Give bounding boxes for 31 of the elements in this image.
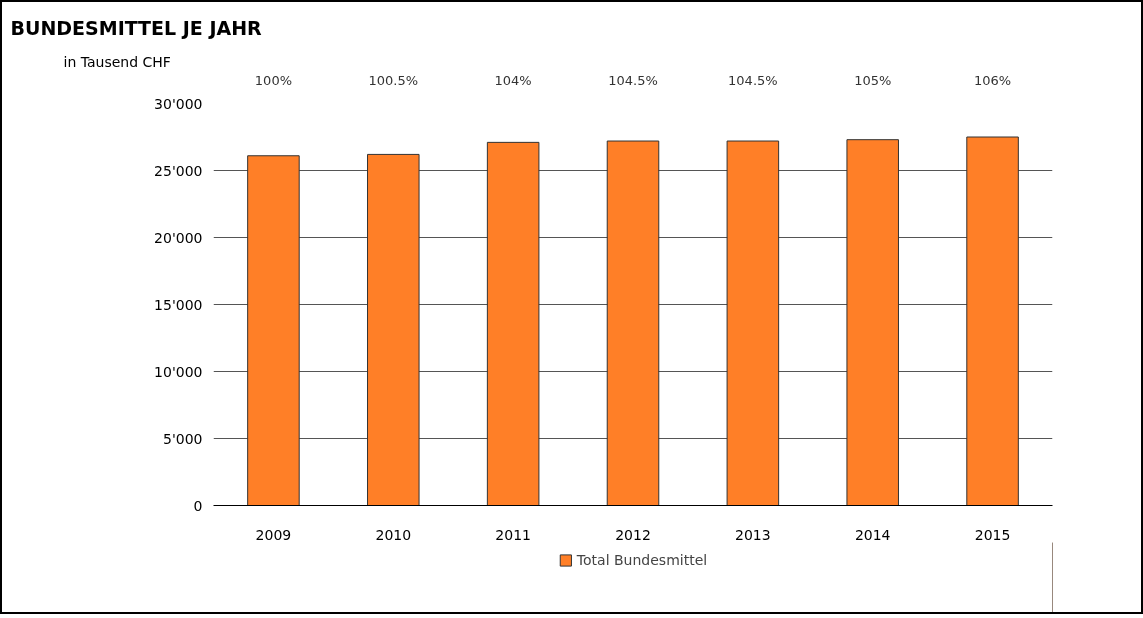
bar [486,141,540,506]
y-tick-label: 5'000 [163,430,203,447]
x-tick-label: 2015 [974,526,1011,543]
bar [726,140,780,506]
text: 106% [973,72,1012,88]
bar [606,140,660,506]
bar [966,136,1019,506]
text: 104% [494,72,532,88]
y-tick-label: 10'000 [154,363,203,380]
text: 100% [254,72,293,88]
y-tick-label: 15'000 [154,296,203,313]
chart-title: BUNDESMITTEL JE JAHR [10,17,263,39]
x-tick-label: 2014 [854,526,891,543]
y-tick-label: 25'000 [154,162,203,179]
x-tick-label: 2010 [375,526,412,543]
x-tick-label: 2011 [495,526,531,543]
text: 100.5% [368,72,419,88]
x-tick-label: 2013 [735,526,771,543]
bar [247,155,300,506]
x-tick-label: 2012 [615,526,651,543]
text: 104.5% [728,72,778,88]
legend-label: Total Bundesmittel [576,552,708,568]
y-tick-label: 0 [193,497,203,514]
text: 104.5% [608,72,658,88]
y-tick-label: 20'000 [154,229,203,246]
y-tick-label: 30'000 [154,95,203,112]
bar [846,139,899,506]
x-tick-label: 2009 [255,526,292,543]
y-axis-title: in Tausend CHF [63,53,171,70]
text: 105% [854,72,892,88]
bar [367,153,420,506]
